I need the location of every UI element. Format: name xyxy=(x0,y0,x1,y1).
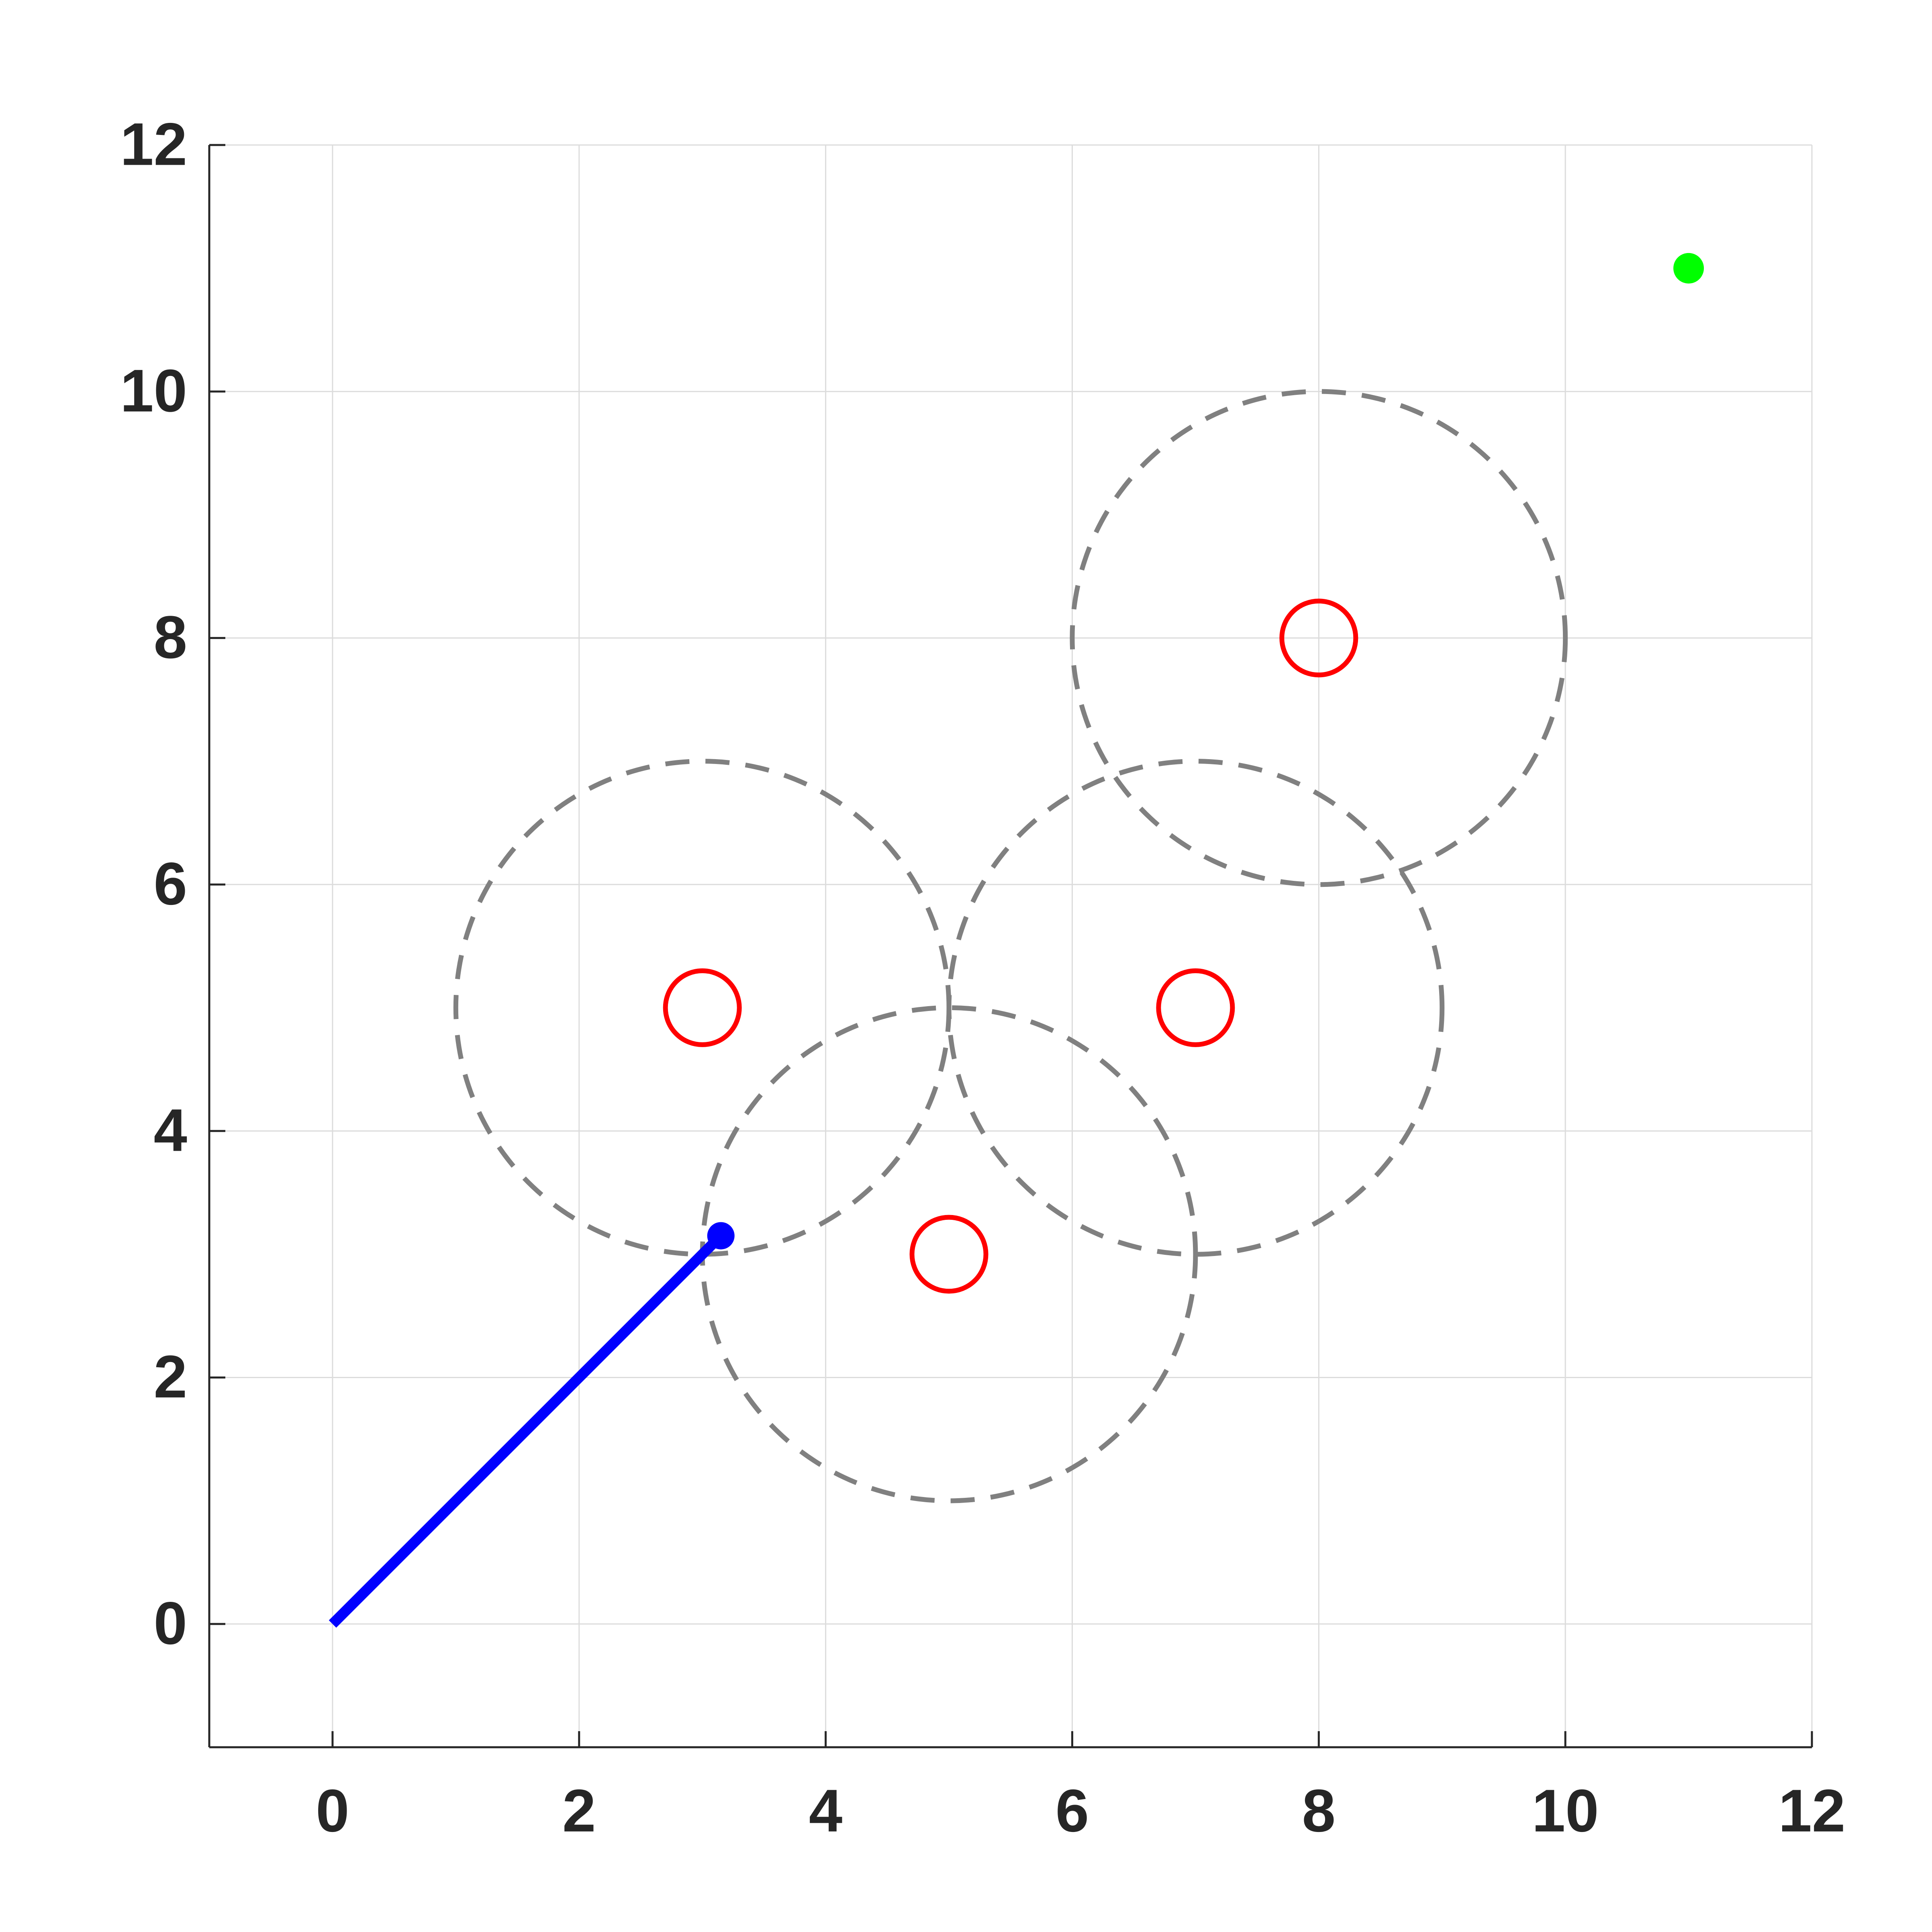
y-tick-label: 10 xyxy=(120,357,187,424)
path-line xyxy=(329,1232,725,1628)
y-tick-label: 2 xyxy=(154,1343,187,1410)
x-tick-label: 10 xyxy=(1532,1777,1599,1844)
x-tick-label: 8 xyxy=(1302,1777,1336,1844)
path-head xyxy=(707,1222,735,1250)
y-tick-label: 0 xyxy=(154,1589,187,1657)
x-tick-label: 4 xyxy=(809,1777,842,1844)
obstacle-marker xyxy=(1156,968,1235,1047)
goal-point xyxy=(1673,253,1704,284)
obstacle-marker xyxy=(909,1215,988,1294)
obstacle-range xyxy=(1070,389,1568,887)
y-tick-label: 12 xyxy=(120,110,187,178)
obstacle-range xyxy=(946,759,1445,1257)
x-tick-label: 12 xyxy=(1779,1777,1846,1844)
x-tick-label: 2 xyxy=(562,1777,596,1844)
obstacle-marker xyxy=(663,968,742,1047)
y-tick-label: 6 xyxy=(154,850,187,917)
x-tick-label: 0 xyxy=(316,1777,349,1844)
obstacle-marker xyxy=(1279,598,1358,678)
y-tick-label: 4 xyxy=(154,1096,187,1164)
x-tick-label: 6 xyxy=(1056,1777,1089,1844)
y-tick-label: 8 xyxy=(154,603,187,671)
